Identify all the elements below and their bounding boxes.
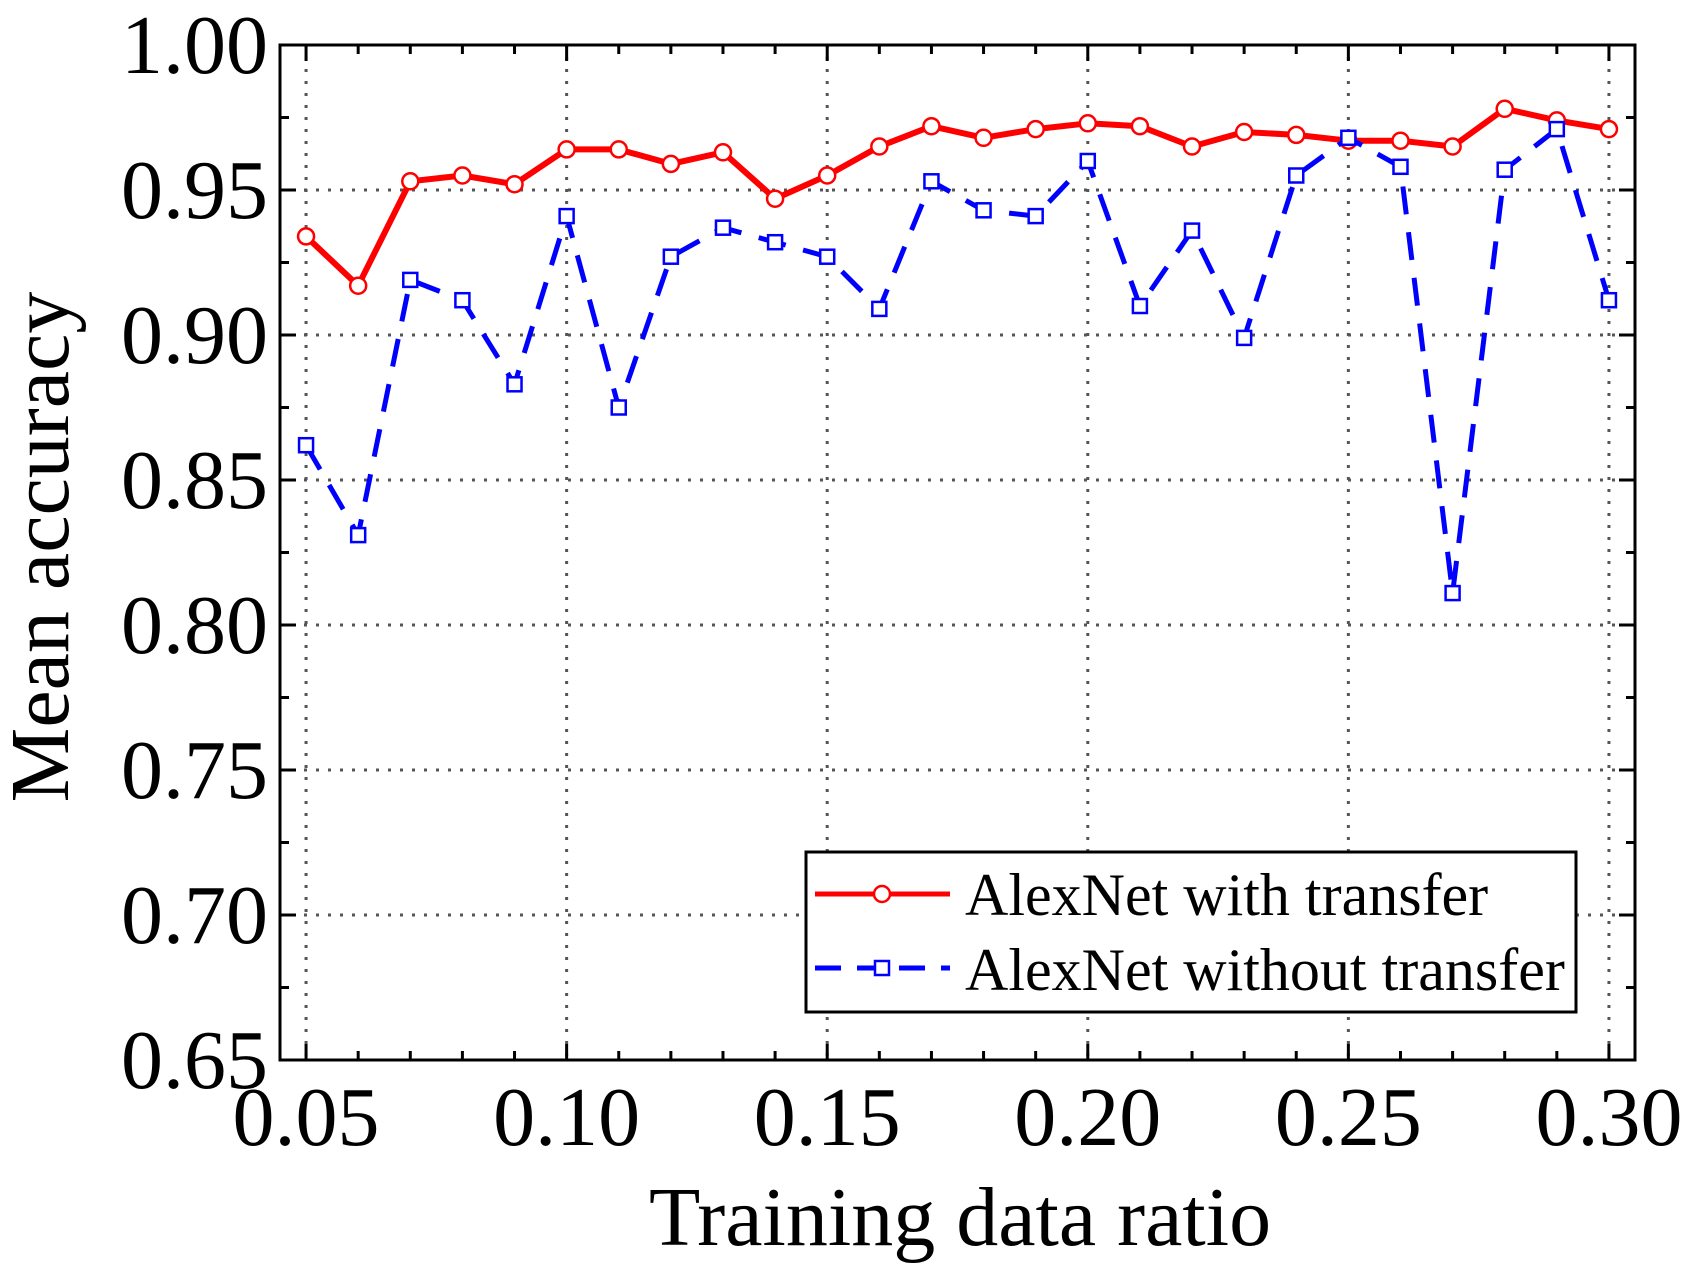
legend: AlexNet with transfer AlexNet without tr… <box>804 850 1578 1014</box>
data-point <box>296 227 316 246</box>
data-point <box>1078 114 1098 133</box>
data-point <box>923 173 940 190</box>
data-point <box>870 137 889 156</box>
x-tick-label: 0.05 <box>233 1071 380 1164</box>
legend-entry-with-transfer: AlexNet with transfer <box>815 862 1488 928</box>
data-point <box>506 376 523 393</box>
tick-labels: 0.05 0.10 0.15 0.20 0.25 0.30 0.65 0.70 0.75 0.80… <box>121 0 1681 1164</box>
data-point <box>1392 158 1409 176</box>
data-point <box>454 291 471 309</box>
data-point <box>349 526 367 544</box>
data-point <box>1600 291 1618 309</box>
data-point <box>765 189 785 208</box>
legend-entry-without-transfer: AlexNet without transfer <box>815 937 1565 1003</box>
series-layer <box>296 99 1619 602</box>
y-tick-label: 1.00 <box>121 0 268 92</box>
y-tick-label: 0.70 <box>121 869 268 962</box>
data-point <box>1027 207 1044 225</box>
y-tick-label: 0.65 <box>121 1014 268 1107</box>
data-point <box>1391 131 1410 150</box>
data-point <box>714 219 732 236</box>
data-point <box>1340 129 1357 147</box>
data-point <box>1235 329 1253 347</box>
data-point <box>348 276 368 295</box>
y-tick-label: 0.90 <box>121 289 268 382</box>
data-point <box>817 166 837 185</box>
data-point <box>401 172 420 191</box>
data-point <box>922 116 941 136</box>
axis-ticks <box>280 43 1635 1062</box>
data-point <box>1443 137 1462 156</box>
legend-marker-circle <box>872 884 892 904</box>
x-tick-label: 0.10 <box>493 1071 640 1164</box>
data-point <box>402 271 419 289</box>
y-axis-title: Mean accuracy <box>0 292 87 803</box>
data-point <box>609 140 628 159</box>
series-with-transfer <box>296 99 1619 295</box>
data-point <box>297 436 315 454</box>
data-point <box>1131 297 1149 315</box>
data-point <box>974 128 993 148</box>
data-point <box>1182 137 1202 156</box>
y-tick-label: 0.75 <box>121 724 268 817</box>
data-point <box>505 174 524 194</box>
data-point <box>1287 125 1306 145</box>
data-point <box>1234 122 1254 142</box>
data-point <box>1599 119 1619 139</box>
y-tick-label: 0.80 <box>121 579 268 672</box>
data-point <box>453 166 472 185</box>
data-point <box>1079 152 1097 170</box>
data-point <box>766 233 784 251</box>
data-point <box>557 140 576 159</box>
data-point <box>975 202 992 219</box>
data-point <box>1026 119 1045 139</box>
data-point <box>1288 167 1305 184</box>
data-point <box>558 207 575 225</box>
legend-label-with-transfer: AlexNet with transfer <box>965 862 1488 928</box>
data-point <box>1496 161 1513 178</box>
legend-marker-square <box>873 959 891 977</box>
data-point <box>818 248 836 265</box>
series-line <box>303 126 1612 596</box>
data-point <box>1548 120 1566 138</box>
y-tick-label: 0.85 <box>121 434 268 527</box>
data-point <box>1183 222 1201 239</box>
data-point <box>713 143 733 162</box>
x-tick-label: 0.20 <box>1014 1071 1161 1164</box>
x-tick-label: 0.30 <box>1535 1071 1681 1164</box>
data-point <box>662 248 680 265</box>
y-tick-label: 0.95 <box>121 144 268 237</box>
x-axis-title: Training data ratio <box>649 1171 1271 1264</box>
legend-label-without-transfer: AlexNet without transfer <box>965 937 1565 1003</box>
data-point <box>1130 116 1150 136</box>
data-point <box>1444 584 1461 602</box>
legend-box <box>804 850 1578 1014</box>
series-without-transfer <box>297 120 1618 602</box>
data-point <box>610 399 627 416</box>
data-point <box>1495 99 1514 119</box>
x-tick-label: 0.15 <box>754 1071 901 1164</box>
data-point <box>871 300 888 318</box>
data-point <box>661 154 681 174</box>
x-tick-label: 0.25 <box>1275 1071 1422 1164</box>
